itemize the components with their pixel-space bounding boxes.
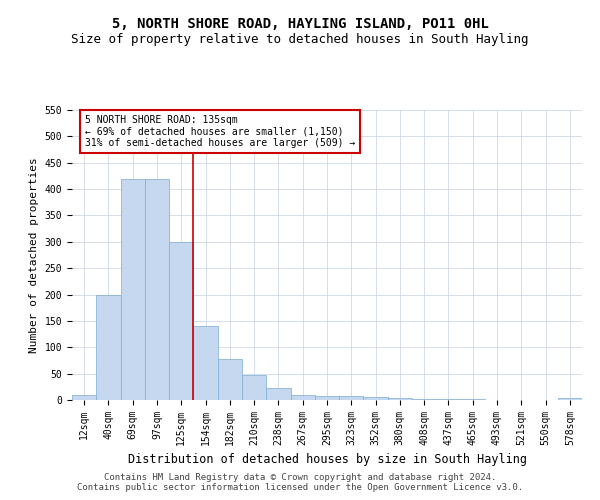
Bar bbox=[558, 398, 582, 400]
Bar bbox=[169, 242, 193, 400]
Bar bbox=[290, 394, 315, 400]
Bar bbox=[315, 396, 339, 400]
Bar bbox=[364, 398, 388, 400]
Bar bbox=[72, 394, 96, 400]
Text: Size of property relative to detached houses in South Hayling: Size of property relative to detached ho… bbox=[71, 32, 529, 46]
Bar bbox=[218, 359, 242, 400]
Bar bbox=[412, 399, 436, 400]
Bar bbox=[145, 178, 169, 400]
Bar bbox=[339, 396, 364, 400]
Bar bbox=[121, 178, 145, 400]
Text: 5, NORTH SHORE ROAD, HAYLING ISLAND, PO11 0HL: 5, NORTH SHORE ROAD, HAYLING ISLAND, PO1… bbox=[112, 18, 488, 32]
Bar bbox=[242, 374, 266, 400]
Bar bbox=[266, 388, 290, 400]
X-axis label: Distribution of detached houses by size in South Hayling: Distribution of detached houses by size … bbox=[128, 454, 527, 466]
Y-axis label: Number of detached properties: Number of detached properties bbox=[29, 157, 39, 353]
Text: 5 NORTH SHORE ROAD: 135sqm
← 69% of detached houses are smaller (1,150)
31% of s: 5 NORTH SHORE ROAD: 135sqm ← 69% of deta… bbox=[85, 116, 355, 148]
Bar bbox=[193, 326, 218, 400]
Bar bbox=[96, 294, 121, 400]
Bar bbox=[388, 398, 412, 400]
Text: Contains HM Land Registry data © Crown copyright and database right 2024.
Contai: Contains HM Land Registry data © Crown c… bbox=[77, 473, 523, 492]
